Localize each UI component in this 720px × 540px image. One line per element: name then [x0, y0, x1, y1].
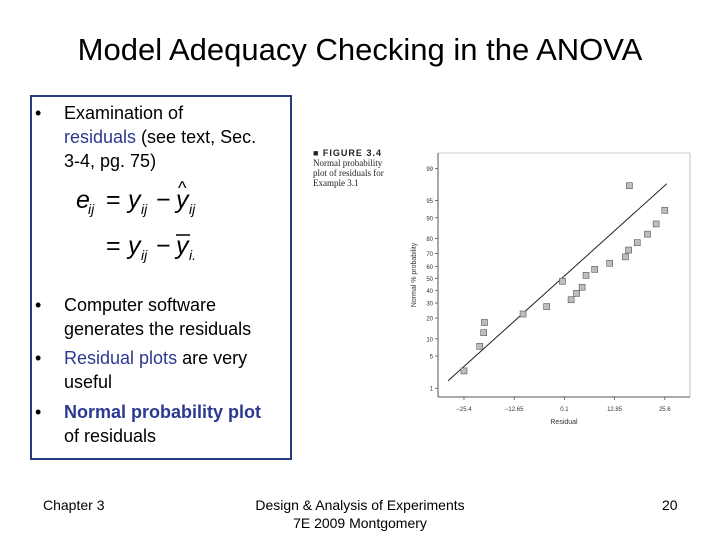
caption-line-3: Example 3.1 — [313, 178, 359, 188]
data-point — [460, 367, 468, 375]
x-tick-label: −25.4 — [456, 407, 472, 413]
figure-label: ■ FIGURE 3.4 — [313, 148, 382, 158]
normal-probability-plot: 1 5 10 20 30 40 50 60 70 80 90 95 99 −25.4 −12.65 0.1 1… — [411, 152, 691, 435]
data-point — [591, 266, 599, 273]
caption-line-1: Normal probability — [313, 158, 383, 168]
y-tick-label: 1 — [430, 387, 434, 393]
y-tick-label: 5 — [430, 355, 434, 361]
bullet-2-line-2: generates the residuals — [64, 319, 252, 339]
footer-chapter: Chapter 3 — [43, 497, 105, 513]
data-point — [573, 290, 580, 297]
bullet-marker: • — [35, 348, 42, 368]
bullet-1-line-3: 3-4, pg. 75) — [64, 151, 157, 171]
svg-text:−: − — [156, 232, 171, 260]
svg-text:^: ^ — [178, 180, 187, 198]
bullet-1-line-2: residuals (see text, Sec. — [64, 125, 256, 149]
svg-text:ij: ij — [189, 201, 196, 217]
svg-text:y: y — [174, 232, 190, 260]
svg-text:ij: ij — [141, 247, 148, 263]
bullet-4-line-2: of residuals — [64, 426, 157, 446]
slide-title: Model Adequacy Checking in the ANOVA — [77, 32, 643, 67]
bullet-marker: • — [35, 103, 42, 123]
svg-text:y: y — [126, 186, 142, 214]
y-tick-label: 20 — [426, 317, 433, 323]
data-point — [519, 310, 527, 318]
svg-text:y: y — [174, 186, 190, 214]
svg-text:y: y — [126, 232, 142, 260]
data-point — [559, 277, 566, 285]
fit-line — [447, 183, 668, 382]
data-point — [582, 272, 590, 279]
bullet-text-box — [30, 95, 292, 460]
data-point — [543, 303, 550, 310]
svg-text:ij: ij — [141, 201, 148, 217]
y-tick-label: 99 — [426, 167, 433, 173]
svg-text:=: = — [106, 232, 121, 260]
y-tick-label: 30 — [426, 302, 433, 308]
y-tick-label: 60 — [426, 265, 433, 271]
y-tick-label: 80 — [426, 237, 433, 243]
y-tick-label: 95 — [426, 199, 433, 205]
y-tick-label: 90 — [426, 216, 433, 222]
x-tick-label: 25.6 — [659, 407, 671, 413]
svg-text:i.: i. — [189, 247, 196, 263]
caption-line-2: plot of residuals for — [313, 168, 384, 178]
footer-course-line-2: 7E 2009 Montgomery — [293, 515, 427, 531]
data-point — [625, 246, 632, 254]
data-point — [661, 206, 669, 214]
svg-text:e: e — [76, 186, 90, 214]
bullet-1-highlight: residuals — [64, 127, 137, 147]
x-tick-label: 12.85 — [607, 407, 623, 413]
y-tick-label: 50 — [426, 277, 433, 283]
footer-course-line-1: Design & Analysis of Experiments — [255, 497, 465, 513]
footer-course: Design & Analysis of Experiments 7E 2009… — [230, 496, 490, 532]
x-tick-label: 0.1 — [560, 407, 569, 413]
data-point — [622, 253, 629, 261]
data-point — [480, 329, 487, 336]
y-tick-label: 70 — [426, 252, 433, 258]
bullet-marker: • — [35, 402, 42, 422]
figure-caption: ■ FIGURE 3.4 Normal probability plot of … — [313, 148, 384, 188]
data-point — [476, 343, 484, 350]
bullet-3-rest: are very — [177, 348, 248, 368]
svg-text:ij: ij — [88, 201, 95, 217]
y-tick-label: 40 — [426, 289, 433, 295]
plot-area — [438, 153, 690, 435]
x-axis-label: Residual — [550, 419, 578, 426]
bullet-3-highlight: Residual plots — [64, 348, 178, 368]
bullet-1-rest: (see text, Sec. — [136, 127, 257, 147]
data-point — [633, 239, 641, 246]
data-point — [606, 259, 613, 267]
bullet-3-line-1: Residual plots are very — [64, 346, 247, 370]
bullet-1-line-1: Examination of — [64, 103, 184, 123]
svg-text:−: − — [156, 186, 171, 214]
x-tick-label: −12.65 — [505, 407, 524, 413]
bullet-3-line-2: useful — [64, 372, 113, 392]
data-point — [644, 230, 651, 238]
svg-text:=: = — [106, 186, 121, 214]
data-point — [626, 182, 633, 190]
footer-page-number: 20 — [662, 497, 678, 513]
bullet-4-line-1: Normal probability plot — [64, 402, 262, 422]
bullet-2-line-1: Computer software — [64, 295, 217, 315]
y-tick-label: 10 — [426, 337, 433, 343]
data-point — [567, 296, 575, 304]
y-axis-label: Normal % probability — [411, 242, 418, 307]
residual-equation: eij = y ij − y^ij = y ij − y i. — [76, 180, 196, 263]
data-point — [652, 220, 660, 228]
data-point — [578, 283, 586, 291]
bullet-marker: • — [35, 295, 42, 315]
data-point — [481, 319, 488, 326]
